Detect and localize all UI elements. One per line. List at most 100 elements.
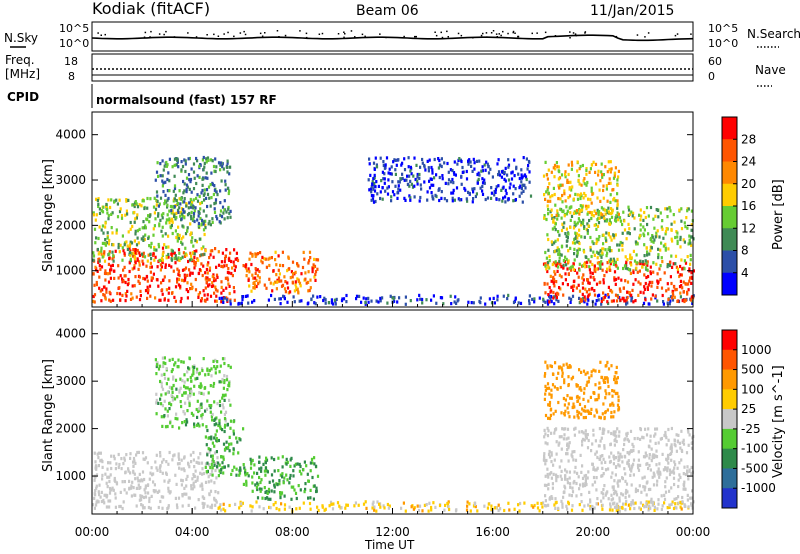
scatter-cell (253, 286, 256, 290)
scatter-cell (557, 230, 560, 234)
scatter-cell (150, 466, 153, 470)
scatter-cell (208, 256, 211, 260)
scatter-cell (631, 442, 634, 446)
scatter-cell (564, 173, 567, 177)
scatter-cell (153, 211, 156, 215)
scatter-cell (200, 262, 203, 266)
scatter-cell (393, 299, 396, 303)
scatter-cell (575, 209, 578, 213)
scatter-cell (586, 302, 589, 306)
scatter-cell (206, 461, 209, 465)
scatter-cell (204, 480, 208, 484)
scatter-cell (167, 377, 170, 381)
scatter-cell (654, 432, 657, 436)
scatter-cell (220, 380, 223, 384)
scatter-cell (613, 278, 616, 282)
scatter-cell (93, 227, 97, 231)
scatter-cell (660, 286, 664, 290)
scatter-cell (392, 160, 395, 164)
scatter-cell (639, 428, 642, 432)
scatter-cell (605, 208, 608, 213)
scatter-cell (586, 476, 589, 480)
scatter-cell (170, 265, 173, 269)
scatter-cell (617, 276, 620, 280)
scatter-cell (375, 165, 379, 169)
scatter-cell (161, 234, 164, 238)
scatter-cell (177, 452, 180, 456)
scatter-cell (115, 462, 118, 466)
scatter-cell (674, 235, 677, 240)
nsearch-dot (434, 31, 436, 33)
scatter-cell (685, 216, 688, 220)
scatter-cell (679, 291, 682, 295)
scatter-cell (575, 234, 578, 238)
scatter-cell (181, 200, 185, 204)
nsearch-dot (531, 32, 533, 35)
scatter-cell (270, 489, 273, 493)
scatter-cell (312, 497, 315, 501)
scatter-cell (599, 360, 602, 364)
nsearch-dot (514, 32, 516, 34)
scatter-cell (196, 174, 199, 178)
scatter-cell (218, 399, 222, 403)
scatter-cell (100, 299, 103, 303)
scatter-cell (126, 244, 129, 248)
scatter-cell (431, 194, 434, 198)
scatter-cell (216, 456, 219, 460)
scatter-cell (181, 379, 184, 383)
y-tick-label: 1000 (55, 469, 86, 483)
scatter-cell (643, 262, 646, 266)
scatter-cell (574, 192, 577, 196)
scatter-cell (231, 266, 234, 270)
scatter-cell (573, 247, 576, 251)
scatter-cell (546, 233, 549, 237)
scatter-cell (101, 241, 104, 245)
scatter-cell (565, 452, 568, 456)
scatter-cell (686, 493, 689, 497)
scatter-cell (123, 458, 126, 462)
scatter-cell (601, 466, 604, 470)
scatter-cell (130, 241, 134, 245)
scatter-cell (370, 185, 373, 189)
scatter-cell (220, 215, 224, 219)
scatter-cell (647, 214, 650, 218)
scatter-cell (123, 480, 126, 484)
scatter-cell (168, 407, 171, 411)
scatter-cell (155, 412, 158, 416)
scatter-cell (543, 193, 546, 197)
scatter-cell (267, 490, 271, 494)
scatter-cell (315, 486, 318, 490)
scatter-cell (293, 272, 296, 276)
scatter-cell (97, 204, 100, 208)
scatter-cell (357, 503, 360, 507)
scatter-cell (593, 293, 597, 297)
scatter-cell (605, 364, 608, 368)
scatter-cell (101, 473, 104, 477)
scatter-cell (156, 490, 159, 494)
scatter-cell (166, 205, 169, 209)
scatter-cell (487, 164, 490, 169)
scatter-cell (382, 177, 385, 181)
scatter-cell (547, 212, 550, 216)
scatter-cell (308, 250, 312, 254)
scatter-cell (553, 385, 556, 389)
scatter-cell (164, 193, 167, 197)
scatter-cell (161, 364, 164, 369)
scatter-cell (631, 499, 634, 503)
scatter-cell (578, 262, 581, 266)
scatter-cell (292, 272, 295, 276)
scatter-cell (617, 399, 620, 403)
scatter-cell (154, 178, 157, 182)
scatter-cell (244, 468, 247, 472)
scatter-cell (207, 222, 210, 226)
scatter-cell (345, 300, 348, 304)
scatter-cell (202, 222, 205, 226)
scatter-cell (507, 197, 510, 201)
scatter-cell (156, 265, 159, 269)
scatter-cell (182, 208, 185, 212)
scatter-cell (369, 173, 372, 177)
scatter-cell (201, 487, 204, 491)
colorbar-tick-label: 24 (741, 155, 756, 169)
scatter-cell (599, 439, 602, 443)
